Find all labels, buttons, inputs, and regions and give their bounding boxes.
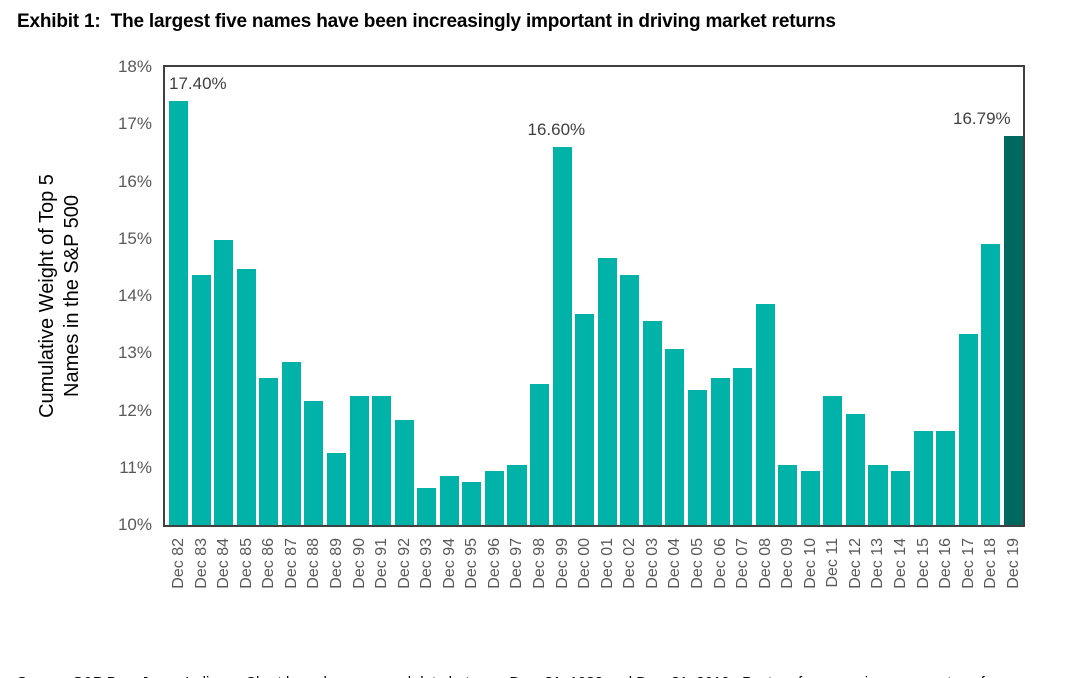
bar-dec-04 xyxy=(665,349,685,525)
bar-dec-14 xyxy=(891,471,911,525)
x-axis-tick-label: Dec 13 xyxy=(868,538,886,589)
bar-dec-17 xyxy=(958,333,978,525)
y-axis-tick-label: 18% xyxy=(117,57,152,76)
x-axis-tick-label: Dec 94 xyxy=(440,538,458,589)
bar-dec-98 xyxy=(530,384,550,525)
bar-dec-05 xyxy=(687,390,707,525)
x-axis-tick-label: Dec 18 xyxy=(981,538,999,589)
x-axis-tick-label: Dec 85 xyxy=(237,538,255,589)
x-axis-tick-label: Dec 12 xyxy=(846,538,864,589)
x-axis-tick-label: Dec 93 xyxy=(417,538,435,589)
bar-value-label: 17.40% xyxy=(169,74,227,94)
x-axis-tick-label: Dec 01 xyxy=(598,538,616,589)
y-axis-tick-label: 10% xyxy=(117,515,152,534)
x-axis-tick-label: Dec 06 xyxy=(711,538,729,589)
x-axis-tick-label: Dec 83 xyxy=(192,538,210,589)
bar-dec-97 xyxy=(507,465,527,525)
bar-dec-82 xyxy=(169,101,189,525)
y-axis-tick-label: 12% xyxy=(117,400,152,420)
x-axis-tick-label: Dec 86 xyxy=(259,538,277,589)
x-axis-tick-label: Dec 14 xyxy=(891,538,909,589)
x-axis-tick-label: Dec 97 xyxy=(507,538,525,589)
x-axis-tick-label: Dec 00 xyxy=(575,538,593,589)
x-axis-tick-label: Dec 96 xyxy=(485,538,503,589)
x-axis-tick-label: Dec 05 xyxy=(688,538,706,589)
bars-container xyxy=(165,67,1023,525)
x-axis-tick-label: Dec 95 xyxy=(462,538,480,589)
x-axis-tick-label: Dec 09 xyxy=(778,538,796,589)
bar-dec-85 xyxy=(236,269,256,525)
bar-dec-18 xyxy=(981,244,1001,525)
y-axis-tick-label: 14% xyxy=(117,286,152,305)
bar-value-label: 16.60% xyxy=(527,120,586,140)
bar-dec-02 xyxy=(620,275,640,525)
bar-dec-12 xyxy=(845,413,865,525)
x-axis-tick-label: Dec 82 xyxy=(169,538,187,589)
bar-dec-93 xyxy=(417,488,437,525)
y-axis-tick-label: 13% xyxy=(117,343,152,363)
bar-dec-99 xyxy=(552,147,572,525)
x-axis-tick-label: Dec 99 xyxy=(553,538,571,589)
bar-dec-91 xyxy=(372,395,392,525)
chart-title: Exhibit 1: The largest five names have b… xyxy=(17,11,836,32)
x-axis-tick-label: Dec 91 xyxy=(372,538,390,589)
bar-dec-10 xyxy=(800,471,820,525)
bar-dec-87 xyxy=(281,361,301,525)
x-axis-tick-label: Dec 92 xyxy=(395,538,413,589)
bar-dec-94 xyxy=(439,476,459,525)
bar-dec-11 xyxy=(823,395,843,525)
x-axis-tick-label: Dec 04 xyxy=(665,538,683,589)
bar-dec-07 xyxy=(733,367,753,525)
x-axis-tick-label: Dec 10 xyxy=(801,538,819,589)
x-axis-tick-label: Dec 17 xyxy=(959,538,977,589)
source-note-line1: Source: S&P Dow Jones Indices. Chart bas… xyxy=(17,672,1077,678)
x-axis-tick-label: Dec 02 xyxy=(620,538,638,589)
x-axis-tick-label: Dec 89 xyxy=(327,538,345,589)
bar-dec-92 xyxy=(394,419,414,525)
plot-area xyxy=(163,65,1025,527)
x-axis-tick-label: Dec 11 xyxy=(823,538,841,588)
y-axis-tick-label: 11% xyxy=(119,457,152,477)
y-axis-tick-label: 15% xyxy=(117,228,152,248)
bar-dec-90 xyxy=(349,395,369,525)
bar-dec-16 xyxy=(936,430,956,525)
bar-dec-03 xyxy=(642,320,662,525)
bar-dec-95 xyxy=(462,482,482,525)
bar-dec-00 xyxy=(575,314,595,525)
x-axis-tick-label: Dec 87 xyxy=(282,538,300,589)
source-note: Source: S&P Dow Jones Indices. Chart bas… xyxy=(17,627,1077,678)
x-axis-tick-label: Dec 08 xyxy=(756,538,774,589)
x-axis-tick-label: Dec 98 xyxy=(530,538,548,589)
bar-dec-19 xyxy=(1003,136,1023,525)
x-axis-tick-label: Dec 88 xyxy=(304,538,322,589)
x-axis-tick-label: Dec 90 xyxy=(350,538,368,589)
bar-dec-01 xyxy=(597,258,617,525)
bar-dec-84 xyxy=(214,239,234,525)
bar-dec-89 xyxy=(326,453,346,525)
bar-dec-13 xyxy=(868,465,888,525)
bar-dec-06 xyxy=(710,378,730,525)
bar-dec-86 xyxy=(259,377,279,525)
y-axis-tick-label: 17% xyxy=(117,114,152,134)
x-axis-tick-label: Dec 07 xyxy=(733,538,751,589)
x-axis-tick-label: Dec 15 xyxy=(914,538,932,589)
bar-dec-09 xyxy=(778,465,798,525)
bar-dec-88 xyxy=(304,400,324,525)
bar-dec-83 xyxy=(191,274,211,525)
x-axis-tick-label: Dec 03 xyxy=(643,538,661,589)
bar-dec-96 xyxy=(484,471,504,525)
bar-dec-08 xyxy=(755,304,775,525)
x-axis-tick-label: Dec 19 xyxy=(1004,538,1022,589)
x-axis-tick-label: Dec 84 xyxy=(214,538,232,589)
bar-dec-15 xyxy=(913,430,933,525)
x-axis-tick-label: Dec 16 xyxy=(936,538,954,589)
bar-value-label: 16.79% xyxy=(953,109,1011,129)
y-axis-tick-label: 16% xyxy=(117,171,152,191)
